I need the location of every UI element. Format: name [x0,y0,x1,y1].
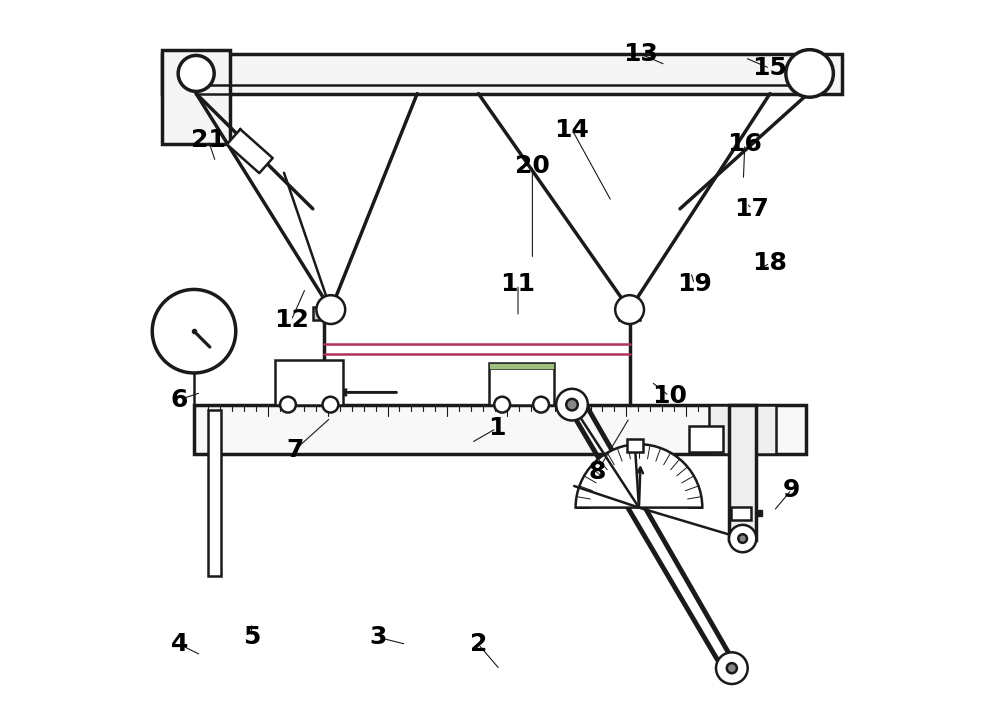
Bar [729,405,756,540]
Circle shape [786,50,833,97]
Text: 8: 8 [589,459,606,484]
Circle shape [727,663,737,673]
Circle shape [716,652,748,684]
Circle shape [533,397,549,413]
Text: 7: 7 [286,438,303,462]
Text: 11: 11 [501,272,536,297]
Text: 17: 17 [735,197,769,221]
Bar [489,363,554,405]
Bar [489,363,554,369]
Bar [194,405,806,454]
Circle shape [280,397,296,413]
Wedge shape [576,444,702,508]
Circle shape [566,399,578,410]
Text: 4: 4 [171,632,188,657]
Circle shape [738,534,747,543]
Bar [162,54,842,94]
Text: 16: 16 [727,132,762,156]
Text: 5: 5 [243,625,260,649]
Text: 20: 20 [515,153,550,178]
Bar [313,307,334,320]
Circle shape [323,397,338,413]
Text: 12: 12 [274,308,309,333]
Bar [162,50,230,144]
Circle shape [152,289,236,373]
Bar [208,410,221,576]
Text: 13: 13 [623,42,658,66]
Bar [731,507,751,520]
Text: 21: 21 [191,128,226,153]
Text: 10: 10 [652,384,687,408]
Circle shape [178,55,214,91]
Text: 15: 15 [753,56,787,81]
Text: 1: 1 [488,416,505,441]
Text: 3: 3 [369,625,386,649]
Text: 2: 2 [470,632,487,657]
Polygon shape [227,130,273,173]
Bar [627,439,643,452]
Circle shape [556,389,588,420]
Circle shape [316,295,345,324]
Bar [275,360,343,405]
Circle shape [615,295,644,324]
Text: 9: 9 [783,477,800,502]
Text: 6: 6 [171,387,188,412]
Text: 18: 18 [753,251,787,275]
Bar [619,307,640,320]
Circle shape [494,397,510,413]
Text: 14: 14 [555,117,589,142]
Circle shape [729,525,756,552]
Bar [689,426,723,452]
Text: 19: 19 [677,272,712,297]
Bar [709,405,776,454]
